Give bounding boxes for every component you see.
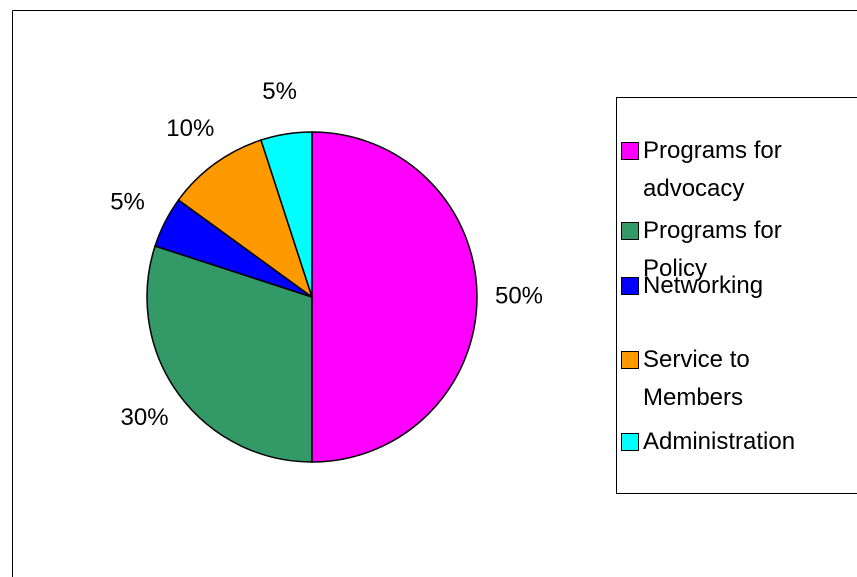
legend: Programs for advocacy Programs for Policy… <box>616 97 857 494</box>
legend-label: Networking <box>643 272 764 299</box>
legend-label: Administration <box>643 428 796 455</box>
pie-slice <box>146 245 313 463</box>
legend-label: Programs for Policy <box>643 217 782 282</box>
pie-slice <box>177 139 314 299</box>
legend-label: Service to Members <box>643 346 750 411</box>
data-label: 30% <box>121 404 169 431</box>
legend-swatch <box>621 142 639 160</box>
legend-entry: Administration <box>617 423 833 461</box>
data-label: 50% <box>495 282 543 309</box>
data-label: 5% <box>110 188 145 215</box>
data-label: 10% <box>166 115 214 142</box>
legend-label: Programs for advocacy <box>643 137 782 202</box>
pie-slice <box>260 131 313 298</box>
legend-entry: Networking <box>617 267 833 305</box>
legend-swatch <box>621 222 639 240</box>
pie-slice <box>311 131 478 463</box>
legend-entry: Service to Members <box>617 341 833 417</box>
legend-entry: Programs for Policy <box>617 212 833 288</box>
legend-swatch <box>621 351 639 369</box>
data-label: 5% <box>262 78 297 105</box>
legend-entry: Programs for advocacy <box>617 132 833 208</box>
legend-swatch <box>621 277 639 295</box>
legend-swatch <box>621 433 639 451</box>
